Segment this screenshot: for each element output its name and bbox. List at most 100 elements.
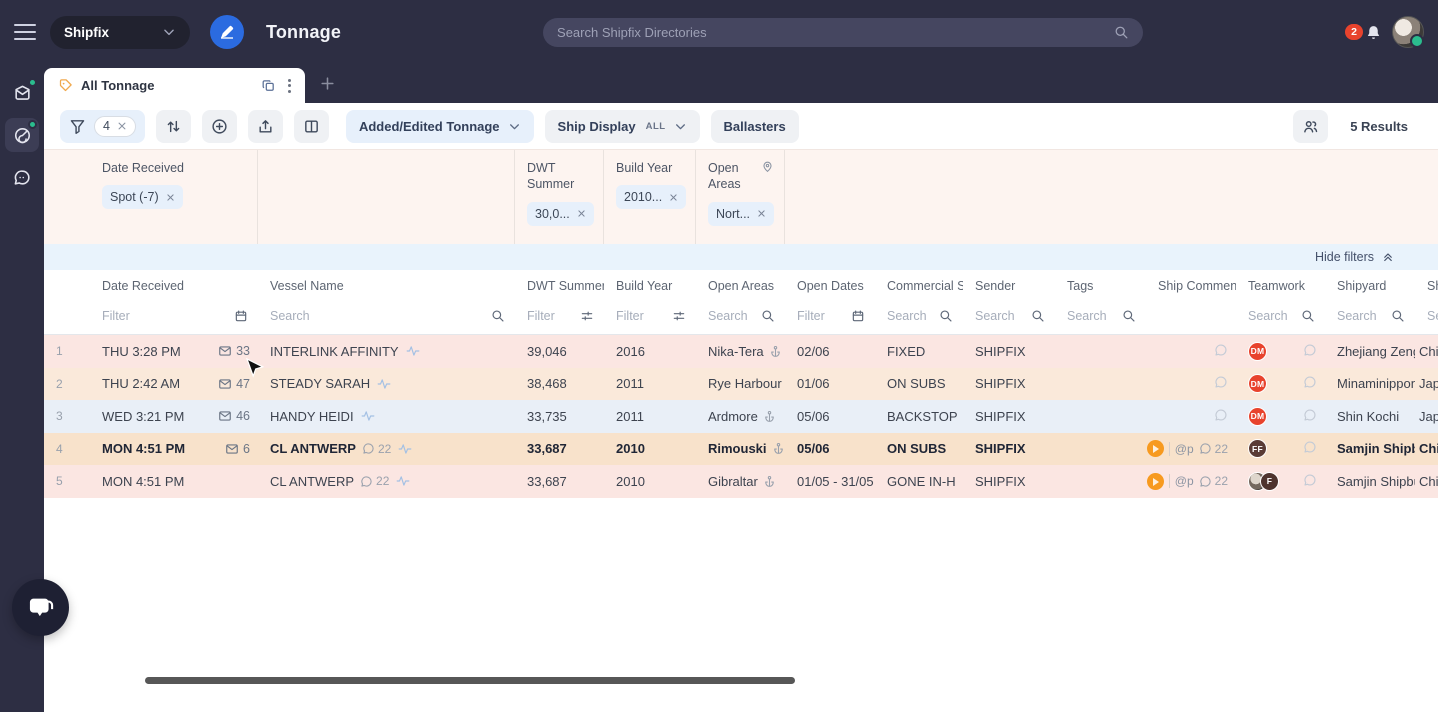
table-row[interactable]: 2 THU 2:42 AM 47 STEADY SARAH 38,468 201…	[44, 368, 1438, 401]
open-area-value[interactable]: Rimouski	[708, 441, 767, 456]
search-icon[interactable]	[1391, 309, 1405, 323]
search-icon[interactable]	[939, 309, 953, 323]
compose-button[interactable]	[210, 15, 244, 49]
column-filter-dwt[interactable]: Filter	[515, 297, 604, 334]
export-button[interactable]	[248, 110, 283, 143]
filters-button[interactable]: 4	[60, 110, 145, 143]
sidebar-item-tonnage[interactable]	[5, 118, 39, 152]
column-header[interactable]: Vessel Name	[258, 270, 515, 297]
search-icon[interactable]	[761, 309, 775, 323]
sliders-icon[interactable]	[672, 309, 686, 323]
cell-teamwork[interactable]: DM	[1236, 400, 1325, 433]
mail-count-badge[interactable]: 46	[218, 409, 250, 423]
vessel-name[interactable]: INTERLINK AFFINITY	[270, 344, 399, 359]
teamwork-avatars[interactable]: DM	[1248, 374, 1267, 393]
notifications-button[interactable]: 2	[1345, 24, 1382, 41]
view-dropdown[interactable]: Added/Edited Tonnage	[346, 110, 534, 143]
user-avatar[interactable]	[1392, 16, 1424, 48]
sort-button[interactable]	[156, 110, 191, 143]
column-header[interactable]: Ship	[1415, 270, 1438, 297]
vessel-name[interactable]: CL ANTWERP	[270, 474, 354, 489]
column-header[interactable]: Sender	[963, 270, 1055, 297]
support-chat-launcher[interactable]	[12, 579, 69, 636]
activity-wave-icon[interactable]	[395, 474, 411, 488]
remove-chip-icon[interactable]	[166, 193, 175, 202]
search-icon[interactable]	[491, 309, 505, 323]
column-header[interactable]: Tags	[1055, 270, 1146, 297]
teamwork-avatars[interactable]: DM	[1248, 407, 1267, 426]
sidebar-item-chat[interactable]	[5, 160, 39, 194]
column-header[interactable]: Shipyard	[1325, 270, 1415, 297]
map-pin-icon[interactable]	[761, 160, 774, 173]
remove-chip-icon[interactable]	[669, 193, 678, 202]
sliders-icon[interactable]	[580, 309, 594, 323]
horizontal-scrollbar[interactable]	[145, 677, 795, 684]
teamwork-comment-icon[interactable]	[1303, 343, 1317, 360]
ship-comment-active[interactable]: @p 22	[1147, 440, 1228, 457]
calendar-icon[interactable]	[851, 309, 865, 323]
mail-count-badge[interactable]: 33	[218, 344, 250, 358]
vessel-name[interactable]: STEADY SARAH	[270, 376, 370, 391]
hide-filters-bar[interactable]: Hide filters	[44, 244, 1438, 270]
filter-chip-build-year[interactable]: 2010...	[616, 185, 686, 209]
ship-comment-active[interactable]: @p 22	[1147, 473, 1228, 490]
teammate-avatar[interactable]: DM	[1248, 342, 1267, 361]
calendar-icon[interactable]	[234, 309, 248, 323]
teammates-button[interactable]	[1293, 110, 1328, 143]
duplicate-tab-icon[interactable]	[261, 78, 276, 93]
cell-ship-comments[interactable]	[1146, 400, 1236, 433]
workspace-dropdown[interactable]: Shipfix	[50, 16, 190, 49]
ballasters-button[interactable]: Ballasters	[711, 110, 799, 143]
add-tab-button[interactable]	[319, 75, 336, 97]
teammate-avatar[interactable]: DM	[1248, 407, 1267, 426]
table-row[interactable]: 1 THU 3:28 PM 33 INTERLINK AFFINITY 39,0…	[44, 335, 1438, 368]
cell-teamwork[interactable]: DM	[1236, 335, 1325, 368]
mail-count-badge[interactable]: 6	[225, 442, 250, 456]
activity-wave-icon[interactable]	[376, 377, 392, 391]
column-header[interactable]: Build Year	[604, 270, 696, 297]
table-row[interactable]: 4 MON 4:51 PM 6 CL ANTWERP 22 33,687 201…	[44, 433, 1438, 466]
column-header[interactable]: Date Received	[90, 270, 258, 297]
column-filter-vessel[interactable]: Search	[258, 297, 515, 334]
column-filter-sender[interactable]: Search	[963, 297, 1055, 334]
cell-ship-comments[interactable]: @p 22	[1146, 433, 1236, 466]
activity-wave-icon[interactable]	[360, 409, 376, 423]
vessel-name[interactable]: HANDY HEIDI	[270, 409, 354, 424]
column-filter-areas[interactable]: Search	[696, 297, 785, 334]
ship-comment-idle[interactable]	[1214, 375, 1228, 392]
tab-menu-icon[interactable]	[284, 75, 295, 97]
ship-display-dropdown[interactable]: Ship Display ALL	[545, 110, 700, 143]
ship-comment-idle[interactable]	[1214, 408, 1228, 425]
open-area-value[interactable]: Gibraltar	[708, 474, 758, 489]
cell-teamwork[interactable]: F	[1236, 465, 1325, 498]
vessel-comment-count[interactable]: 22	[362, 442, 391, 456]
mail-count-badge[interactable]: 47	[218, 377, 250, 391]
teamwork-comment-icon[interactable]	[1303, 408, 1317, 425]
sidebar-item-mail[interactable]	[5, 76, 39, 110]
activity-wave-icon[interactable]	[405, 344, 421, 358]
column-filter-build[interactable]: Filter	[604, 297, 696, 334]
filter-chip-dwt[interactable]: 30,0...	[527, 202, 594, 226]
teammate-avatar[interactable]: FF	[1248, 439, 1267, 458]
clear-filters-icon[interactable]	[117, 121, 127, 131]
vessel-name[interactable]: CL ANTWERP	[270, 441, 356, 456]
search-icon[interactable]	[1122, 309, 1136, 323]
column-header[interactable]: Open Areas	[696, 270, 785, 297]
column-header[interactable]: Ship Commen	[1146, 270, 1236, 297]
open-area-value[interactable]: Nika-Tera	[708, 344, 764, 359]
search-icon[interactable]	[1031, 309, 1045, 323]
cell-ship-comments[interactable]	[1146, 368, 1236, 401]
column-filter-date[interactable]: Filter	[90, 297, 258, 334]
filter-chip-date-received[interactable]: Spot (-7)	[102, 185, 183, 209]
teammate-avatar[interactable]: DM	[1248, 374, 1267, 393]
open-area-value[interactable]: Rye Harbour	[708, 376, 782, 391]
cell-teamwork[interactable]: FF	[1236, 433, 1325, 466]
column-filter-teamwork[interactable]: Search	[1236, 297, 1325, 334]
open-area-value[interactable]: Ardmore	[708, 409, 758, 424]
search-icon[interactable]	[1301, 309, 1315, 323]
teamwork-comment-icon[interactable]	[1303, 473, 1317, 490]
column-filter-tags[interactable]: Search	[1055, 297, 1146, 334]
global-search-input[interactable]: Search Shipfix Directories	[543, 18, 1143, 47]
teamwork-comment-icon[interactable]	[1303, 375, 1317, 392]
teammate-avatar[interactable]: F	[1260, 472, 1279, 491]
